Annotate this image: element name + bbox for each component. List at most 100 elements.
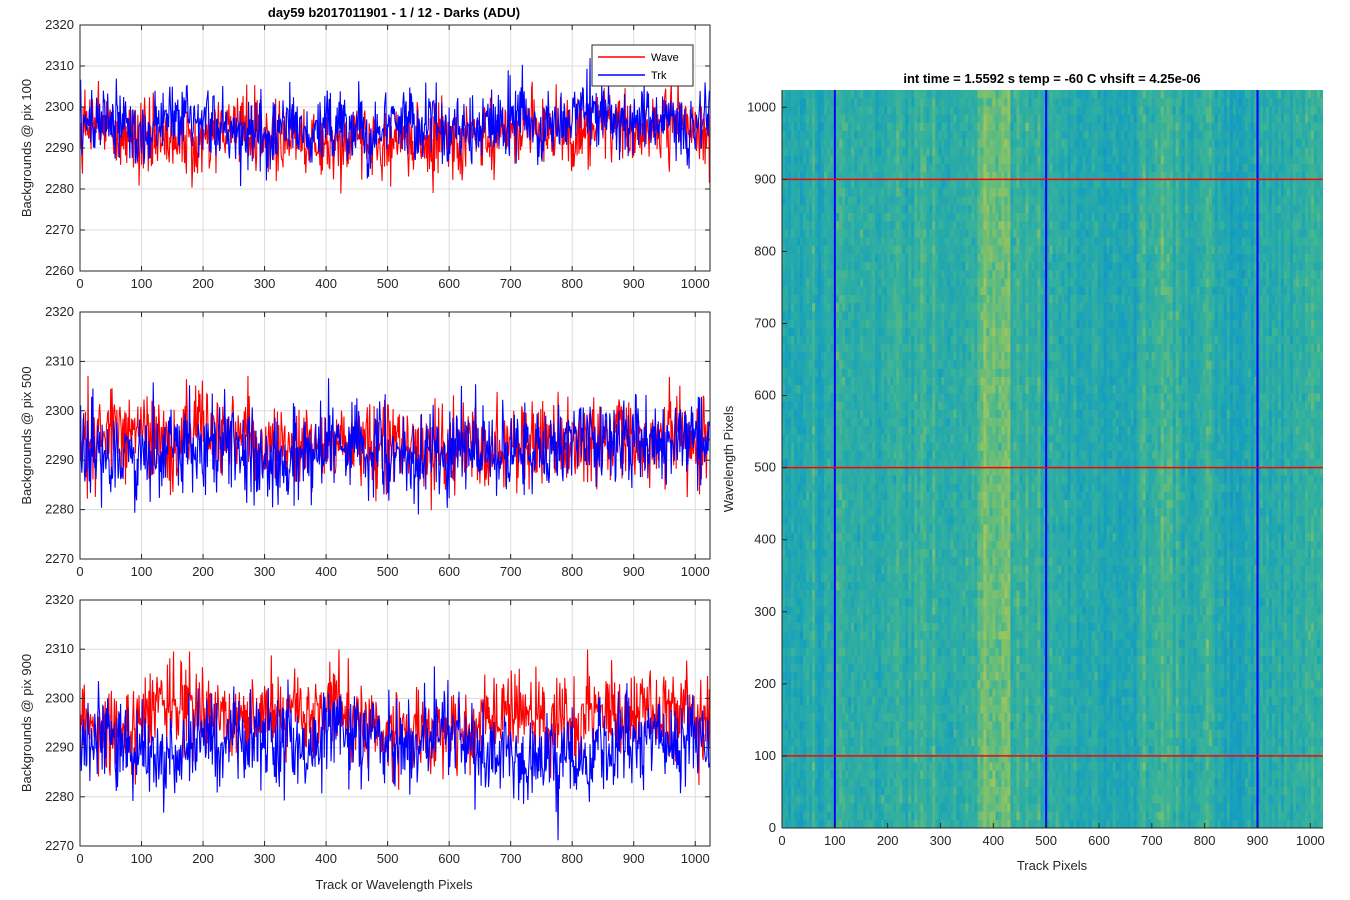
axes-frame bbox=[79, 599, 711, 847]
x-tick-label: 100 bbox=[131, 851, 153, 866]
series-line-trk bbox=[79, 378, 710, 515]
heatmap-y-tick-label: 1000 bbox=[747, 99, 776, 114]
y-tick-label: 2300 bbox=[45, 403, 74, 418]
x-tick-label: 200 bbox=[192, 851, 214, 866]
x-tick-label: 300 bbox=[254, 276, 276, 291]
heatmap-axes: 0 100 200 300 400 500 600 700 800 900 1000 0 100 200 3… bbox=[747, 90, 1325, 848]
heatmap-y-tick-label: 500 bbox=[754, 460, 776, 475]
heatmap-panel: int time = 1.5592 s temp = -60 C vhsift … bbox=[721, 71, 1325, 873]
heatmap-title: int time = 1.5592 s temp = -60 C vhsift … bbox=[903, 71, 1200, 86]
heatmap-x-tick-label: 400 bbox=[982, 833, 1004, 848]
legend-trk-label: Trk bbox=[651, 70, 667, 82]
x-tick-label: 700 bbox=[500, 564, 522, 579]
y-tick-label: 2270 bbox=[45, 551, 74, 566]
x-tick-label: 100 bbox=[131, 276, 153, 291]
y-tick-label: 2270 bbox=[45, 838, 74, 853]
x-tick-label: 1000 bbox=[681, 276, 710, 291]
y-tick-label: 2320 bbox=[45, 17, 74, 32]
series-line-wave bbox=[79, 74, 710, 194]
x-axis-label: Track or Wavelength Pixels bbox=[315, 877, 473, 892]
heatmap-x-tick-label: 900 bbox=[1247, 833, 1269, 848]
x-tick-label: 200 bbox=[192, 564, 214, 579]
x-tick-label: 400 bbox=[315, 276, 337, 291]
y-axis-label: Backgrounds @ pix 500 bbox=[19, 366, 34, 504]
heatmap-x-tick-label: 300 bbox=[930, 833, 952, 848]
x-tick-label: 600 bbox=[438, 564, 460, 579]
heatmap-x-tick-label: 0 bbox=[778, 833, 785, 848]
figure-title: day59 b2017011901 - 1 / 12 - Darks (ADU) bbox=[268, 5, 520, 20]
heatmap-x-tick-label: 800 bbox=[1194, 833, 1216, 848]
heatmap-x-tick-label: 700 bbox=[1141, 833, 1163, 848]
heatmap-marker-lines bbox=[782, 90, 1323, 828]
heatmap-y-tick-label: 800 bbox=[754, 243, 776, 258]
x-tick-label: 600 bbox=[438, 276, 460, 291]
y-tick-label: 2310 bbox=[45, 58, 74, 73]
x-tick-label: 700 bbox=[500, 851, 522, 866]
series-line-trk bbox=[79, 666, 710, 841]
y-tick-label: 2320 bbox=[45, 592, 74, 607]
legend-wave-label: Wave bbox=[651, 52, 679, 64]
x-tick-label: 800 bbox=[561, 564, 583, 579]
x-tick-label: 900 bbox=[623, 564, 645, 579]
y-tick-label: 2290 bbox=[45, 740, 74, 755]
axes-frame bbox=[79, 311, 711, 560]
y-tick-label: 2290 bbox=[45, 452, 74, 467]
legend-box bbox=[591, 44, 694, 87]
y-tick-label: 2260 bbox=[45, 263, 74, 278]
x-tick-label: 400 bbox=[315, 564, 337, 579]
heatmap-y-tick-label: 600 bbox=[754, 388, 776, 403]
heatmap-y-tick-label: 100 bbox=[754, 748, 776, 763]
x-tick-label: 800 bbox=[561, 851, 583, 866]
heatmap-x-tick-label: 100 bbox=[824, 833, 846, 848]
x-tick-label: 500 bbox=[377, 564, 399, 579]
series-line-wave bbox=[79, 375, 710, 511]
x-tick-label: 600 bbox=[438, 851, 460, 866]
x-tick-label: 100 bbox=[131, 564, 153, 579]
y-tick-label: 2300 bbox=[45, 690, 74, 705]
heatmap-y-tick-label: 0 bbox=[769, 820, 776, 835]
heatmap-x-tick-label: 600 bbox=[1088, 833, 1110, 848]
heatmap-x-tick-label: 500 bbox=[1035, 833, 1057, 848]
series-line-trk bbox=[79, 58, 710, 187]
x-tick-label: 0 bbox=[76, 276, 83, 291]
x-tick-label: 500 bbox=[377, 276, 399, 291]
x-tick-label: 1000 bbox=[681, 851, 710, 866]
x-tick-label: 300 bbox=[254, 851, 276, 866]
y-tick-label: 2300 bbox=[45, 99, 74, 114]
x-tick-label: 900 bbox=[623, 851, 645, 866]
heatmap-y-tick-label: 400 bbox=[754, 532, 776, 547]
heatmap-y-tick-label: 200 bbox=[754, 676, 776, 691]
heatmap-x-label: Track Pixels bbox=[1017, 858, 1088, 873]
y-tick-label: 2320 bbox=[45, 304, 74, 319]
legend: Wave Trk bbox=[591, 44, 694, 87]
heatmap-image bbox=[782, 90, 1323, 828]
y-tick-label: 2280 bbox=[45, 181, 74, 196]
x-tick-label: 400 bbox=[315, 851, 337, 866]
y-axis-label: Backgrounds @ pix 100 bbox=[19, 79, 34, 217]
x-tick-label: 200 bbox=[192, 276, 214, 291]
x-tick-label: 300 bbox=[254, 564, 276, 579]
x-tick-label: 1000 bbox=[681, 564, 710, 579]
x-tick-label: 800 bbox=[561, 276, 583, 291]
y-tick-label: 2310 bbox=[45, 353, 74, 368]
x-tick-label: 500 bbox=[377, 851, 399, 866]
heatmap-x-tick-label: 1000 bbox=[1296, 833, 1325, 848]
y-tick-label: 2310 bbox=[45, 641, 74, 656]
y-tick-label: 2280 bbox=[45, 789, 74, 804]
y-tick-label: 2290 bbox=[45, 140, 74, 155]
heatmap-y-tick-label: 700 bbox=[754, 316, 776, 331]
y-tick-label: 2280 bbox=[45, 502, 74, 517]
panel-pix-900: 0 100 200 300 400 500 600 700 800 900 1000 2270 2280… bbox=[19, 592, 711, 866]
heatmap-y-tick-label: 300 bbox=[754, 604, 776, 619]
x-tick-label: 0 bbox=[76, 851, 83, 866]
y-tick-label: 2270 bbox=[45, 222, 74, 237]
heatmap-y-label: Wavelength Pixels bbox=[721, 405, 736, 512]
x-tick-label: 700 bbox=[500, 276, 522, 291]
panel-pix-500: 0 100 200 300 400 500 600 700 800 900 1000 2270 2280… bbox=[19, 304, 711, 579]
heatmap-x-tick-label: 200 bbox=[877, 833, 899, 848]
x-tick-label: 900 bbox=[623, 276, 645, 291]
y-axis-label: Backgrounds @ pix 900 bbox=[19, 654, 34, 792]
x-tick-label: 0 bbox=[76, 564, 83, 579]
heatmap-y-tick-label: 900 bbox=[754, 171, 776, 186]
